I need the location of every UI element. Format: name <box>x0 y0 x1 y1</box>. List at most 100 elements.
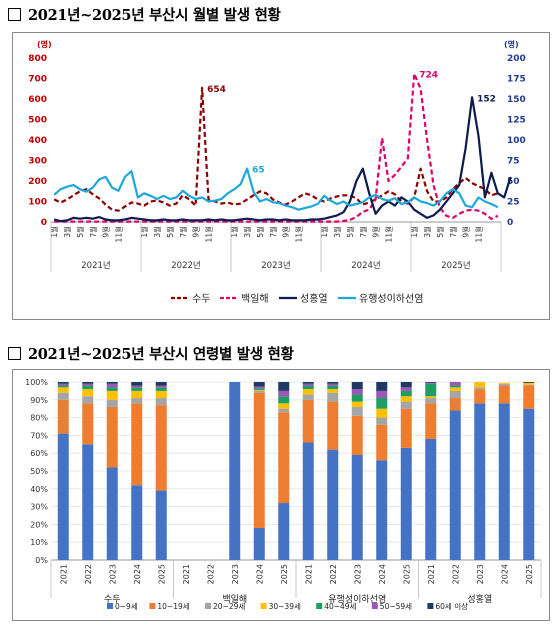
y-tick-label: 20% <box>30 520 48 529</box>
month-tick-label: 3월 <box>62 226 72 238</box>
left-tick-label: 200 <box>28 177 47 187</box>
month-tick-label: 1월 <box>229 226 239 238</box>
bar-segment-age_0_9 <box>523 408 535 560</box>
y-tick-label: 60% <box>30 449 48 458</box>
bar-segment-age_30_39 <box>278 403 290 409</box>
bar-segment-age_20_29 <box>82 396 94 404</box>
bar-segment-age_0_9 <box>400 447 412 560</box>
month-tick-label: 5월 <box>255 226 265 238</box>
x-tick-label: 2021 <box>304 564 313 584</box>
bar-segment-age_0_9 <box>351 454 363 560</box>
right-tick-label: 50 <box>507 177 520 187</box>
bar-segment-age_40_49 <box>278 396 290 404</box>
x-tick-label: 2023 <box>353 564 362 584</box>
legend-swatch <box>205 603 211 609</box>
year-label: 2021년 <box>81 260 110 271</box>
month-tick-label: 9월 <box>191 226 201 238</box>
x-tick-label: 2025 <box>525 564 534 584</box>
bar-segment-age_60_plus <box>155 382 167 386</box>
right-tick-label: 25 <box>507 198 520 208</box>
bar-segment-age_40_49 <box>82 385 94 390</box>
legend-label: 30~39세 <box>269 602 301 611</box>
bar-segment-age_10_19 <box>155 405 167 491</box>
legend-label: 10~19세 <box>157 602 189 611</box>
bar-segment-age_50_59 <box>376 390 388 399</box>
bar-segment-age_50_59 <box>253 386 265 389</box>
bar-segment-age_60_plus <box>376 382 388 391</box>
bar-segment-age_50_59 <box>327 383 339 386</box>
month-tick-label: 7월 <box>178 226 188 238</box>
x-tick-label: 2023 <box>476 564 485 584</box>
month-tick-label: 5월 <box>165 226 175 238</box>
bar-segment-age_10_19 <box>400 408 412 448</box>
bar-segment-age_20_29 <box>327 392 339 402</box>
month-tick-label: 1월 <box>49 226 59 238</box>
month-tick-label: 11월 <box>384 226 394 243</box>
month-tick-label: 9월 <box>461 226 471 238</box>
bar-segment-age_30_39 <box>82 389 94 397</box>
heading-checkbox-icon <box>8 347 21 360</box>
bar-segment-age_20_29 <box>278 408 290 413</box>
legend-label: 백일해 <box>241 292 269 305</box>
year-label: 2023년 <box>261 260 290 271</box>
bar-segment-age_0_9 <box>425 438 437 560</box>
month-tick-label: 11월 <box>294 226 304 243</box>
month-tick-label: 5월 <box>435 226 445 238</box>
legend-swatch <box>149 603 156 609</box>
bar-segment-age_0_9 <box>57 433 69 560</box>
bar-segment-age_0_9 <box>229 382 241 560</box>
y-tick-label: 10% <box>30 538 48 547</box>
bar-segment-age_60_plus <box>253 382 265 387</box>
bar-segment-age_10_19 <box>498 385 510 404</box>
x-tick-label: 2022 <box>206 564 215 584</box>
legend-label: 성홍열 <box>300 292 328 305</box>
month-tick-label: 5월 <box>345 226 355 238</box>
x-tick-label: 2024 <box>255 564 264 584</box>
x-tick-label: 2022 <box>451 564 460 584</box>
month-tick-label: 1월 <box>139 226 149 238</box>
year-label: 2024년 <box>351 260 380 271</box>
bar-segment-age_30_39 <box>327 389 339 393</box>
bar-segment-age_30_39 <box>253 390 265 391</box>
group-label: 유행성이하선염 <box>328 593 386 605</box>
bar-segment-age_10_19 <box>253 392 265 528</box>
bar-segment-age_0_9 <box>474 403 486 560</box>
monthly-line-chart: (명) (명) 0 100 200 300 400 500 600 700 800 0 25 50 75 10… <box>28 39 526 305</box>
month-tick-label: 9월 <box>281 226 291 238</box>
bar-segment-age_0_9 <box>82 444 94 560</box>
bar-segment-age_50_59 <box>278 390 290 397</box>
bar-segment-age_10_19 <box>425 403 437 439</box>
bar-segment-age_10_19 <box>82 403 94 445</box>
right-tick-label: 125 <box>507 116 526 126</box>
left-tick-label: 100 <box>28 198 47 208</box>
bar-segment-age_0_9 <box>449 410 461 560</box>
bar-segment-age_20_29 <box>523 384 535 386</box>
bar-segment-age_60_plus <box>302 382 314 384</box>
peak-annotation: 654 <box>207 85 226 95</box>
bar-segment-age_20_29 <box>253 390 265 393</box>
bar-segment-age_40_49 <box>327 385 339 390</box>
bar-segment-age_60_plus <box>523 382 535 383</box>
bar-segment-age_30_39 <box>351 401 363 407</box>
month-tick-label: 9월 <box>101 226 111 238</box>
bar-segment-age_50_59 <box>57 383 69 386</box>
bar-segment-age_60_plus <box>82 382 94 384</box>
bar-segment-age_10_19 <box>131 403 143 486</box>
bar-segment-age_10_19 <box>57 399 69 434</box>
group-label: 성홍열 <box>467 593 492 605</box>
group-label: 수두 <box>104 594 121 605</box>
month-tick-label: 1월 <box>409 226 419 238</box>
month-tick-label: 3월 <box>152 226 162 238</box>
peak-annotation: 724 <box>419 71 438 81</box>
bar-segment-age_50_59 <box>351 389 363 395</box>
bar-segment-age_0_9 <box>278 503 290 560</box>
bar-segment-age_30_39 <box>523 382 535 385</box>
legend-label: 0~9세 <box>115 602 138 611</box>
right-tick-label: 150 <box>507 95 526 105</box>
bar-segment-age_10_19 <box>278 412 290 504</box>
left-tick-label: 600 <box>28 95 47 105</box>
monthly-chart-heading: 2021년~2025년 부산시 월별 발생 현황 <box>8 4 281 25</box>
x-tick-label: 2025 <box>280 564 289 584</box>
bar-segment-age_20_29 <box>302 394 314 400</box>
bar-segment-age_0_9 <box>302 442 314 560</box>
